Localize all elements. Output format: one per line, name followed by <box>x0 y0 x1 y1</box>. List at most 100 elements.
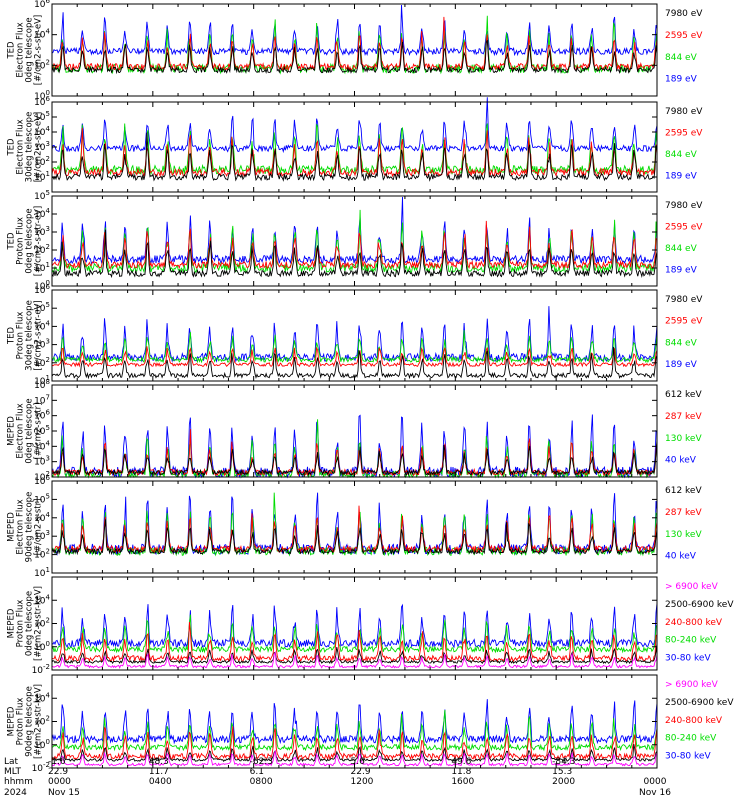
y-axis-label-line: 0deg telescope <box>25 17 35 82</box>
y-axis-label-line: 30deg telescope <box>25 112 35 183</box>
series-line-3 <box>51 15 658 75</box>
hhmm-tick-label: 0000 <box>644 777 667 787</box>
y-tick-label: 100 <box>34 640 50 653</box>
y-tick-label: 101 <box>34 170 50 183</box>
y-tick-label: 100 <box>34 89 50 102</box>
series-line-1 <box>51 39 658 75</box>
y-tick-label: 103 <box>34 225 50 238</box>
series-line-4 <box>51 97 658 154</box>
legend-entry: 7980 eV <box>665 201 703 211</box>
legend-entry: 240-800 keV <box>665 716 723 726</box>
y-axis-label-line: TED <box>7 232 17 251</box>
lat-tick-label: 5.6 <box>351 757 366 767</box>
y-tick-label: 105 <box>34 301 50 314</box>
y-tick-label: 107 <box>34 393 50 406</box>
time-axis-row-label: Lat <box>4 757 19 767</box>
panel-frame <box>51 289 658 382</box>
series-line-3 <box>51 621 658 663</box>
legend-entry: 7980 eV <box>665 107 703 117</box>
y-axis-label-line: [#/cm2-s-str-keV] <box>34 684 44 759</box>
y-axis-label-line: 0deg telescope <box>25 208 35 273</box>
y-axis-label: TED Proton Flux 0deg telescope [#/cm2-s-str… <box>7 206 44 276</box>
legend-entry: 80-240 keV <box>665 734 717 744</box>
series-line-4 <box>51 492 658 556</box>
legend-entry: 130 keV <box>665 434 702 444</box>
series-line-3 <box>51 209 658 274</box>
y-axis-label: MEPED Proton Flux 0deg telescope [#/cm2-s-s… <box>7 586 44 661</box>
y-axis-label-line: 90deg telescope <box>25 492 35 563</box>
y-axis-label-line: [#/cm2-s-str-eV] <box>34 300 44 370</box>
series-line-1 <box>51 519 658 556</box>
y-axis-label-line: [#/cm2-s-str] <box>34 403 44 460</box>
y-tick-label: 104 <box>34 125 50 138</box>
date-tick-label: Nov 15 <box>48 788 80 798</box>
legend-entry: 2595 eV <box>665 31 703 41</box>
y-axis-label-line: Proton Flux <box>16 312 26 360</box>
series-line-4 <box>51 709 658 752</box>
legend-entry: 844 eV <box>665 338 698 348</box>
lat-tick-label: 48.3 <box>149 757 169 767</box>
legend-entry: > 6900 keV <box>665 680 719 690</box>
panel-5: 102 103 104 105 106 107 108 MEPED Electron Flux 0… <box>7 378 703 483</box>
y-axis-label-line: Proton Flux <box>16 217 26 265</box>
y-tick-label: 106 <box>34 474 50 487</box>
y-axis-label: MEPED Electron Flux 90deg telescope [#/cm2-… <box>7 492 44 563</box>
y-tick-label: 101 <box>34 566 50 579</box>
y-tick-label: 106 <box>34 95 50 108</box>
y-axis-label-line: MEPED <box>7 608 17 638</box>
y-axis-label-line: Electron Flux <box>16 119 26 174</box>
y-axis-label-line: Proton Flux <box>16 698 26 746</box>
mlt-tick-label: 6.1 <box>250 767 264 777</box>
y-tick-label: 103 <box>34 338 50 351</box>
series-line-3 <box>51 492 658 557</box>
y-tick-label: 105 <box>34 424 50 437</box>
series-line-4 <box>51 414 658 479</box>
y-tick-label: 104 <box>34 28 50 41</box>
y-axis-label-line: [#/cm2-s-str-eV] <box>34 206 44 276</box>
y-axis-label-line: [#/cm2-s-str-eV] <box>34 15 44 85</box>
y-axis-label: TED Proton Flux 30deg telescope [#/cm2-s-st… <box>7 300 44 371</box>
y-tick-label: 106 <box>34 283 50 296</box>
mlt-tick-label: 22.9 <box>48 767 68 777</box>
legend-entry: 30-80 keV <box>665 752 711 762</box>
hhmm-tick-label: 2000 <box>552 777 575 787</box>
y-axis-label-line: TED <box>7 41 17 60</box>
y-axis-label: TED Electron Flux 30deg telescope [#/cm2-s-… <box>7 112 44 183</box>
y-axis-label-line: 0deg telescope <box>25 591 35 656</box>
y-tick-label: 104 <box>34 691 50 704</box>
series-line-2 <box>51 505 658 554</box>
y-tick-label: 102 <box>34 617 50 630</box>
series-line-2 <box>51 220 658 270</box>
series-line-4 <box>51 614 658 654</box>
y-axis-label-line: MEPED <box>7 416 17 446</box>
mlt-tick-label: 11.7 <box>149 767 169 777</box>
y-tick-label: 102 <box>34 58 50 71</box>
panel-4: 101 102 103 104 105 106 TED Proton Flux 30deg te… <box>7 283 704 387</box>
series-line-3 <box>51 123 658 176</box>
panel-frame <box>51 480 658 574</box>
legend-entry: 2500-6900 keV <box>665 698 734 708</box>
legend-entry: 189 eV <box>665 265 698 275</box>
hhmm-tick-label: 0800 <box>250 777 273 787</box>
y-tick-label: 102 <box>34 243 50 256</box>
panel-3: 100 101 102 103 104 105 TED Proton Flux 0deg tel… <box>7 189 704 292</box>
legend-entry: 7980 eV <box>665 295 703 305</box>
y-axis-label-line: TED <box>7 326 17 345</box>
series-line-1 <box>51 132 658 182</box>
series-line-3 <box>51 330 658 364</box>
date-tick-label: Nov 16 <box>639 788 671 798</box>
y-tick-label: 104 <box>34 207 50 220</box>
hhmm-tick-label: 0000 <box>48 777 71 787</box>
legend-entry: 30-80 keV <box>665 654 711 664</box>
legend-entry: 130 keV <box>665 530 702 540</box>
series-line-4 <box>51 4 658 57</box>
y-tick-label: 105 <box>34 189 50 202</box>
y-tick-label: 104 <box>34 439 50 452</box>
y-tick-label: 104 <box>34 511 50 524</box>
mlt-tick-label: 15.3 <box>552 767 572 777</box>
y-tick-label: 100 <box>34 279 50 292</box>
series-line-2 <box>51 346 658 368</box>
series-line-3 <box>51 726 658 761</box>
